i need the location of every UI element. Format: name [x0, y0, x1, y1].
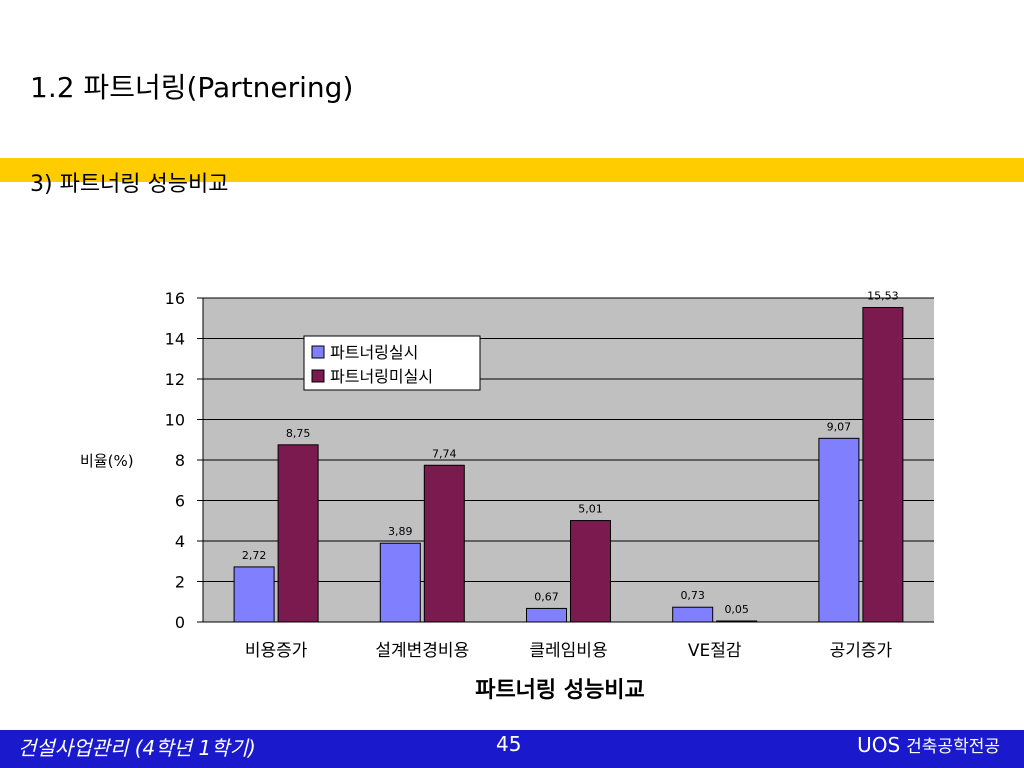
data-label: 2,72	[242, 549, 267, 562]
footer-institution-main: UOS	[857, 733, 901, 757]
bar	[716, 620, 758, 623]
data-label: 0,73	[680, 589, 705, 602]
page-number: 45	[496, 732, 522, 756]
chart-title: 파트너링 성능비교	[475, 678, 645, 703]
data-label: 5,01	[578, 503, 603, 516]
legend-box	[303, 335, 481, 391]
y-tick-label: 10	[165, 411, 185, 430]
y-tick-label: 16	[165, 289, 185, 308]
data-label: 8,75	[286, 427, 311, 440]
data-label: 15,53	[867, 290, 899, 303]
data-label: 0,05	[724, 603, 749, 616]
bar	[423, 464, 465, 623]
bar	[379, 542, 421, 623]
y-tick-label: 2	[175, 573, 185, 592]
legend-label: 파트너링미실시	[330, 367, 433, 386]
y-tick-label: 14	[165, 330, 185, 349]
data-label: 7,74	[432, 447, 457, 460]
footer-institution: UOS 건축공학전공	[857, 732, 1000, 757]
y-tick-label: 8	[175, 451, 185, 470]
legend-swatch	[311, 345, 325, 359]
y-tick-label: 6	[175, 492, 185, 511]
x-tick-label: 설계변경비용	[375, 641, 469, 661]
legend-label: 파트너링실시	[330, 343, 418, 362]
x-tick-label: 공기증가	[830, 641, 893, 661]
data-label: 3,89	[388, 525, 413, 538]
x-tick-label: 비용증가	[245, 641, 308, 661]
bar	[526, 607, 567, 623]
bar	[233, 566, 275, 623]
legend-swatch	[311, 369, 325, 383]
slide-subtitle: 3) 파트너링 성능비교	[30, 172, 229, 197]
data-label: 9,07	[827, 420, 852, 433]
bar	[570, 520, 611, 623]
bar	[862, 307, 904, 623]
x-tick-label: VE절감	[688, 641, 742, 661]
bar	[277, 444, 319, 623]
title-band	[0, 158, 1024, 182]
slide-title: 1.2 파트너링(Partnering)	[30, 71, 354, 104]
x-tick-label: 클레임비용	[529, 641, 607, 661]
bar-chart: 0 2 4 6 8 10 12 14 16 2,72 8,75 비용증가 3,89 7,74 설계변경비용 0…	[80, 289, 934, 703]
bar	[672, 606, 714, 623]
data-label: 0,67	[534, 590, 559, 603]
footer-course: 건설사업관리 (4학년 1학기)	[18, 736, 256, 760]
y-tick-label: 4	[175, 532, 185, 551]
y-tick-label: 12	[165, 370, 185, 389]
y-axis-label: 비율(%)	[80, 452, 134, 470]
footer-bar	[0, 730, 1024, 768]
footer-institution-sub: 건축공학전공	[906, 737, 1000, 757]
y-tick-label: 0	[175, 613, 185, 632]
bar	[818, 437, 860, 623]
